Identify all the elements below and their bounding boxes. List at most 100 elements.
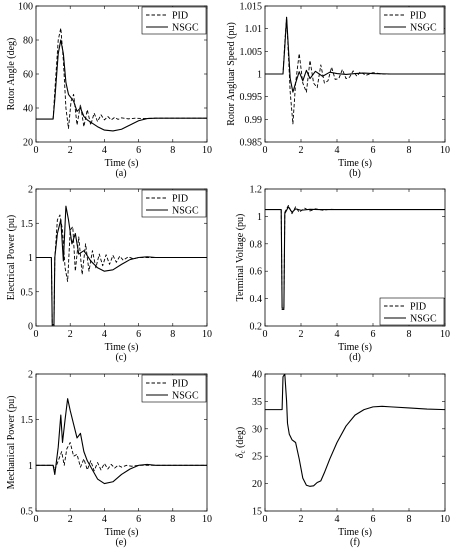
series-line-nsgc	[36, 398, 207, 485]
plot-frame	[264, 188, 446, 327]
x-tick-label: 8	[170, 145, 175, 156]
x-axis-label: Time (s)	[338, 527, 372, 538]
x-tick-label: 8	[170, 329, 175, 340]
y-tick-label: 40	[252, 370, 262, 381]
x-tick-label: 10	[202, 514, 212, 525]
y-tick-label: 1.005	[240, 47, 263, 58]
x-tick-label: 6	[371, 514, 376, 525]
y-axis-label: Rotor Angluar Speed (pu)	[226, 22, 237, 126]
x-tick-label: 8	[407, 145, 412, 156]
x-tick-label: 4	[335, 514, 340, 525]
series-line-pid	[265, 204, 445, 311]
legend-box	[379, 297, 445, 326]
chart-panel-4: 0 2 4 6 8 10 0.2 0.4 0.6 0.8 1 1.2 Time (s) Terminal …	[235, 185, 450, 364]
y-tick-label: 0.99	[245, 115, 263, 126]
x-tick-label: 4	[335, 145, 340, 156]
panel-label: (d)	[349, 352, 361, 363]
plot-frame	[264, 373, 446, 512]
y-tick-label: 0.5	[21, 507, 34, 518]
series-line-delta	[265, 374, 445, 487]
legend-label: NSGC	[410, 23, 437, 34]
x-tick-label: 6	[371, 329, 376, 340]
y-tick-label: 0	[28, 322, 33, 333]
y-axis-label: Terminal Voltage (pu)	[235, 214, 246, 302]
x-tick-label: 2	[299, 514, 304, 525]
y-tick-label: 0.6	[250, 267, 263, 278]
x-tick-label: 10	[440, 329, 450, 340]
series-line-nsgc	[265, 206, 445, 309]
x-axis-label: Time (s)	[338, 342, 372, 353]
x-tick-label: 10	[202, 145, 212, 156]
y-tick-label: 1.015	[240, 2, 263, 13]
panel-label: (b)	[349, 168, 361, 179]
x-tick-label: 0	[34, 329, 39, 340]
y-tick-label: 80	[23, 36, 33, 47]
x-tick-label: 2	[68, 145, 73, 156]
x-tick-label: 4	[102, 145, 107, 156]
y-axis-label: δc (deg)	[235, 427, 247, 458]
x-axis-label: Time (s)	[105, 527, 139, 538]
legend-label: PID	[172, 379, 188, 390]
plot-frame	[35, 373, 208, 512]
panel-label: (a)	[115, 168, 126, 179]
legend-label: PID	[172, 11, 188, 22]
x-tick-label: 6	[136, 145, 141, 156]
panel-label: (c)	[115, 352, 126, 363]
x-tick-label: 10	[202, 329, 212, 340]
y-tick-label: 20	[23, 138, 33, 149]
y-tick-label: 0.5	[21, 287, 34, 298]
x-tick-label: 8	[407, 329, 412, 340]
y-tick-label: 15	[252, 507, 262, 518]
y-tick-label: 1.5	[21, 415, 34, 426]
y-tick-label: 1	[257, 70, 262, 81]
series-line-nsgc	[265, 16, 445, 93]
legend-box	[141, 374, 207, 403]
x-tick-label: 8	[170, 514, 175, 525]
legend-box	[379, 6, 445, 35]
x-tick-label: 8	[407, 514, 412, 525]
y-tick-label: 25	[252, 452, 262, 463]
y-tick-label: 60	[23, 70, 33, 81]
y-tick-label: 0.4	[250, 294, 263, 305]
series-line-pid	[265, 16, 445, 125]
x-tick-label: 2	[68, 514, 73, 525]
chart-panel-3: 0 2 4 6 8 10 0 0.5 1 1.5 2 Time (s) Electrical Power…	[6, 185, 212, 364]
x-tick-label: 0	[263, 145, 268, 156]
y-tick-label: 1.5	[21, 219, 34, 230]
y-tick-label: 1	[257, 212, 262, 223]
y-tick-label: 1	[28, 461, 33, 472]
x-tick-label: 6	[371, 145, 376, 156]
y-tick-label: 0.8	[250, 239, 263, 250]
x-tick-label: 4	[102, 514, 107, 525]
y-tick-label: 1.01	[245, 24, 263, 35]
x-axis-label: Time (s)	[105, 158, 139, 169]
panel-label: (e)	[115, 537, 126, 548]
x-tick-label: 6	[136, 514, 141, 525]
x-tick-label: 0	[263, 514, 268, 525]
y-tick-label: 0.985	[240, 138, 263, 149]
y-tick-label: 2	[28, 185, 33, 196]
x-axis-label: Time (s)	[338, 158, 372, 169]
x-tick-label: 10	[440, 514, 450, 525]
series-line-pid	[36, 442, 207, 472]
legend-label: PID	[410, 302, 426, 313]
y-axis-label: Electrical Power (pu)	[6, 215, 17, 301]
y-tick-label: 1	[28, 253, 33, 264]
x-tick-label: 6	[136, 329, 141, 340]
legend-label: NSGC	[172, 206, 199, 217]
y-tick-label: 40	[23, 104, 33, 115]
chart-panel-2: 0 2 4 6 8 10 0.985 0.99 0.995 1 1.005 1.01 1.015 Time…	[226, 2, 450, 180]
panel-label: (f)	[350, 537, 360, 548]
legend-label: NSGC	[410, 314, 437, 325]
legend-label: PID	[410, 11, 426, 22]
x-tick-label: 10	[440, 145, 450, 156]
chart-panel-1: 0 2 4 6 8 10 20 40 60 80 100 Time (s) Rotor Angle (d…	[6, 2, 212, 180]
y-axis-label: Rotor Angle (deg)	[6, 38, 17, 111]
x-axis-label: Time (s)	[105, 342, 139, 353]
